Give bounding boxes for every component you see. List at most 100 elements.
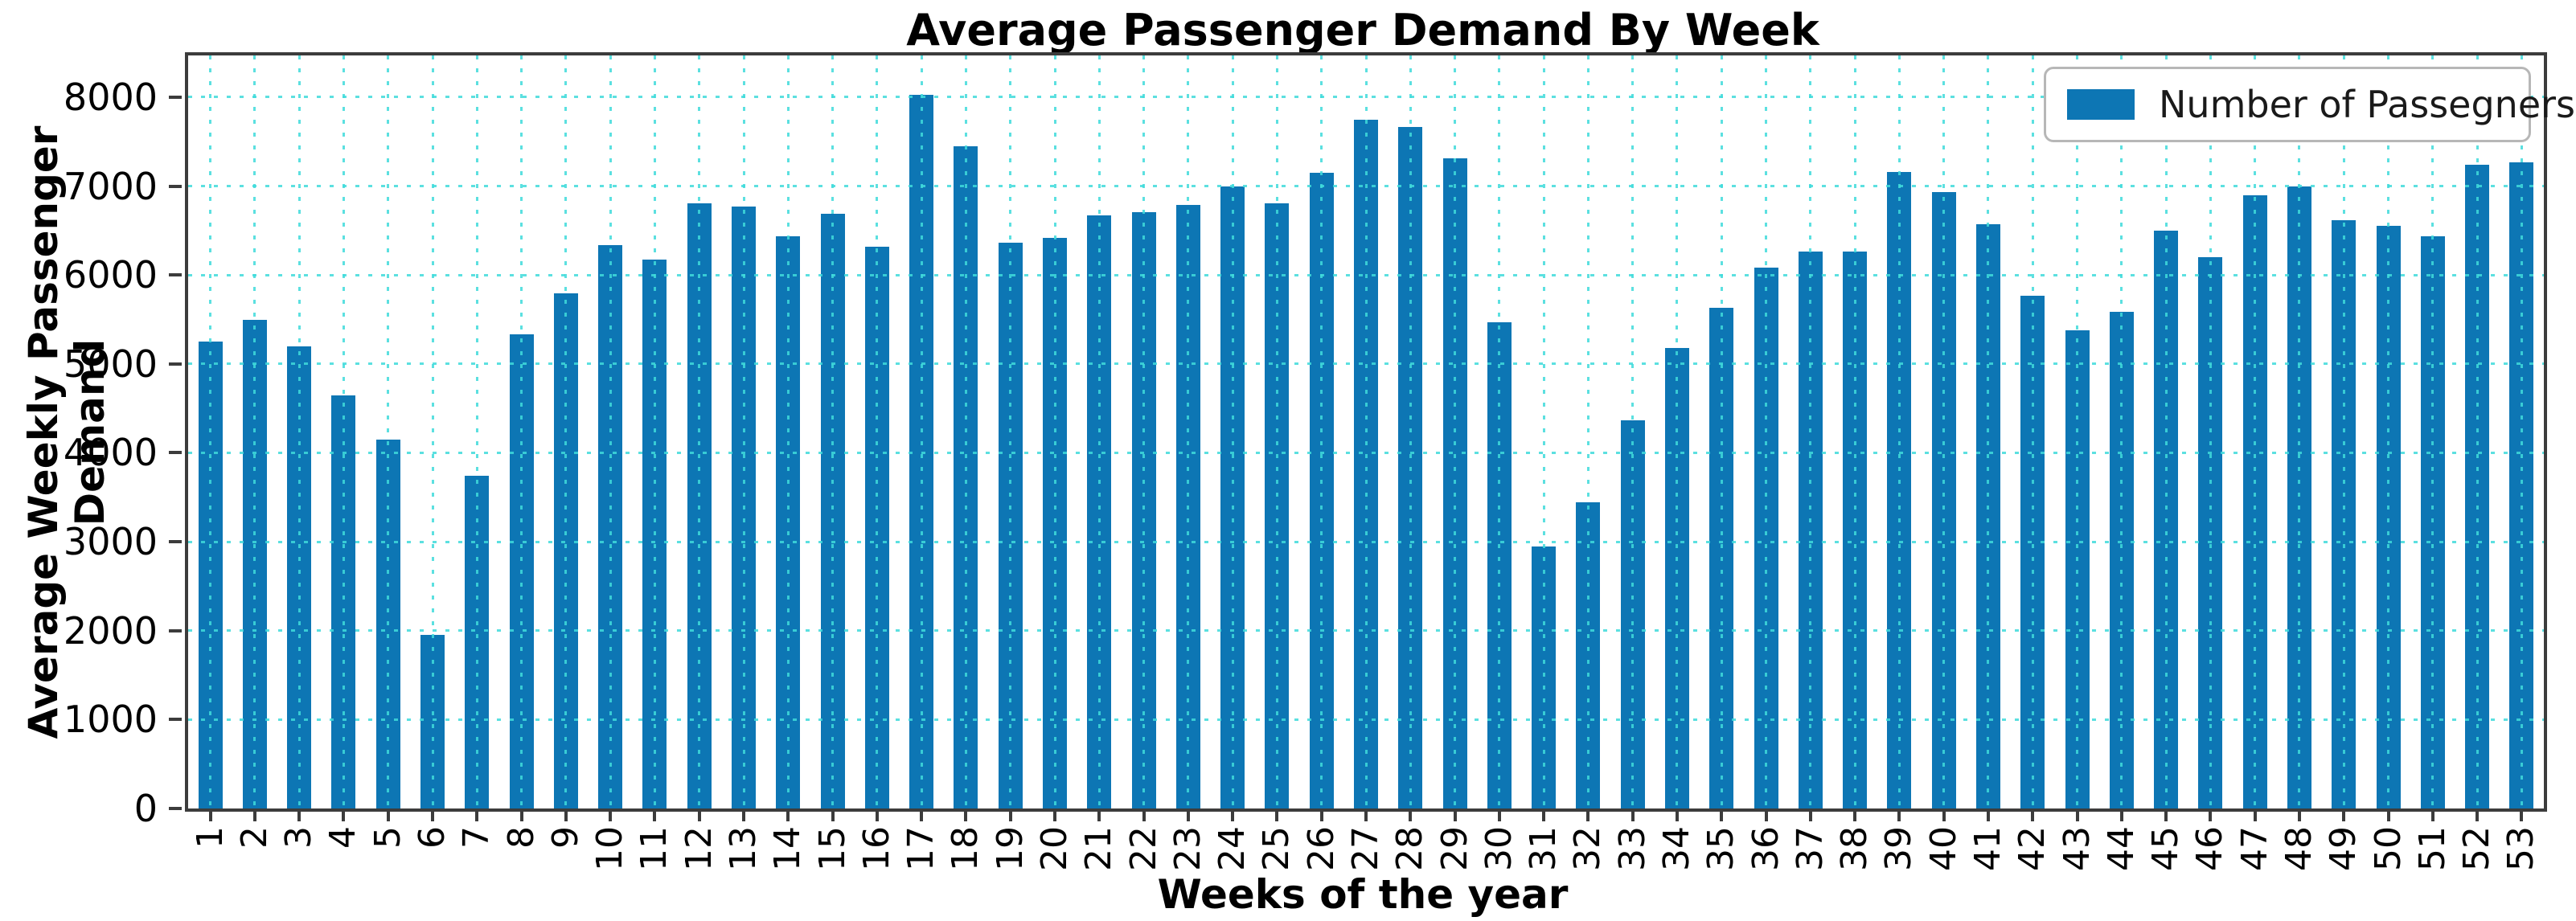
bars-layer <box>188 55 2544 808</box>
bar-week-20 <box>1043 237 1068 808</box>
y-tick-label-2000: 2000 <box>63 608 158 653</box>
x-tick-mark-22 <box>1142 808 1146 821</box>
x-tick-label-1: 1 <box>189 826 231 849</box>
x-tick-label-27: 27 <box>1345 826 1386 871</box>
x-tick-label-24: 24 <box>1212 826 1253 871</box>
x-tick-mark-11 <box>653 808 657 821</box>
bar-week-37 <box>1798 252 1823 808</box>
x-tick-mark-17 <box>920 808 924 821</box>
x-tick-mark-20 <box>1053 808 1057 821</box>
bar-week-17 <box>909 94 934 808</box>
x-tick-label-30: 30 <box>1478 826 1520 871</box>
bar-week-16 <box>864 246 889 808</box>
bar-week-35 <box>1709 308 1734 808</box>
x-tick-label-18: 18 <box>945 826 987 871</box>
x-tick-label-42: 42 <box>2012 826 2053 871</box>
x-tick-mark-39 <box>1897 808 1901 821</box>
bar-week-14 <box>776 235 801 808</box>
y-tick-mark-8000 <box>169 95 182 99</box>
x-tick-mark-36 <box>1764 808 1768 821</box>
bar-week-13 <box>732 207 757 808</box>
x-tick-mark-44 <box>2119 808 2123 821</box>
x-tick-label-53: 53 <box>2500 826 2542 871</box>
x-tick-mark-5 <box>386 808 390 821</box>
bar-week-18 <box>954 145 978 808</box>
x-tick-mark-4 <box>342 808 346 821</box>
x-tick-mark-43 <box>2075 808 2079 821</box>
x-tick-label-20: 20 <box>1034 826 1076 871</box>
x-tick-mark-13 <box>742 808 746 821</box>
x-tick-label-29: 29 <box>1434 826 1475 871</box>
x-tick-mark-15 <box>831 808 835 821</box>
x-tick-label-47: 47 <box>2233 826 2275 871</box>
x-tick-label-23: 23 <box>1167 826 1208 871</box>
x-tick-mark-45 <box>2164 808 2168 821</box>
x-tick-mark-24 <box>1231 808 1235 821</box>
bar-week-39 <box>1887 171 1912 808</box>
bar-week-52 <box>2465 165 2490 808</box>
bar-week-22 <box>1131 211 1156 808</box>
x-tick-mark-25 <box>1275 808 1279 821</box>
x-tick-mark-40 <box>1942 808 1946 821</box>
bar-week-21 <box>1087 215 1112 808</box>
x-tick-mark-38 <box>1853 808 1857 821</box>
page-title: Average Passenger Demand By Week <box>906 5 1819 55</box>
x-tick-label-10: 10 <box>589 826 631 871</box>
x-tick-label-48: 48 <box>2278 826 2320 871</box>
bar-week-9 <box>553 293 578 808</box>
x-tick-mark-32 <box>1586 808 1590 821</box>
x-tick-mark-35 <box>1720 808 1724 821</box>
legend-label: Number of Passegners <box>2159 83 2575 126</box>
x-tick-mark-16 <box>875 808 879 821</box>
x-tick-mark-30 <box>1497 808 1501 821</box>
x-tick-mark-29 <box>1453 808 1457 821</box>
x-tick-label-46: 46 <box>2189 826 2231 871</box>
x-tick-mark-51 <box>2430 808 2434 821</box>
x-tick-label-36: 36 <box>1745 826 1786 871</box>
x-tick-mark-2 <box>252 808 256 821</box>
bar-week-51 <box>2420 235 2445 808</box>
x-tick-label-21: 21 <box>1078 826 1120 871</box>
x-tick-mark-49 <box>2342 808 2346 821</box>
y-tick-mark-2000 <box>169 628 182 632</box>
x-tick-mark-19 <box>1008 808 1012 821</box>
bar-week-32 <box>1576 502 1601 808</box>
x-tick-label-9: 9 <box>544 826 586 849</box>
x-tick-label-40: 40 <box>1922 826 1964 871</box>
x-tick-mark-52 <box>2476 808 2480 821</box>
bar-week-5 <box>375 439 400 808</box>
bar-week-6 <box>420 635 445 808</box>
bar-week-46 <box>2198 257 2223 808</box>
bar-week-34 <box>1664 347 1689 808</box>
x-tick-label-25: 25 <box>1256 826 1298 871</box>
bar-week-36 <box>1754 268 1778 808</box>
y-tick-mark-3000 <box>169 540 182 544</box>
x-tick-mark-8 <box>519 808 523 821</box>
y-tick-label-0: 0 <box>133 787 158 830</box>
x-tick-label-38: 38 <box>1834 826 1876 871</box>
bar-week-12 <box>687 203 712 808</box>
y-tick-label-8000: 8000 <box>63 75 158 119</box>
y-tick-label-6000: 6000 <box>63 253 158 297</box>
bar-week-43 <box>2065 330 2090 808</box>
x-tick-mark-47 <box>2253 808 2257 821</box>
x-tick-mark-33 <box>1631 808 1635 821</box>
bar-week-10 <box>598 244 623 808</box>
bar-week-27 <box>1354 119 1378 808</box>
bar-week-38 <box>1843 252 1868 808</box>
x-tick-label-3: 3 <box>278 826 320 849</box>
plot-area: Number of Passegners <box>185 52 2575 812</box>
bar-week-8 <box>509 334 534 808</box>
x-tick-mark-41 <box>1986 808 1990 821</box>
y-tick-mark-1000 <box>169 718 182 722</box>
x-tick-label-33: 33 <box>1611 826 1653 871</box>
x-tick-mark-1 <box>208 808 212 821</box>
x-tick-label-19: 19 <box>989 826 1031 871</box>
y-tick-label-3000: 3000 <box>63 520 158 564</box>
x-tick-mark-9 <box>564 808 568 821</box>
y-tick-mark-7000 <box>169 184 182 188</box>
x-tick-label-6: 6 <box>412 826 453 849</box>
y-tick-mark-4000 <box>169 451 182 455</box>
bar-week-11 <box>642 260 667 808</box>
x-tick-mark-26 <box>1319 808 1323 821</box>
